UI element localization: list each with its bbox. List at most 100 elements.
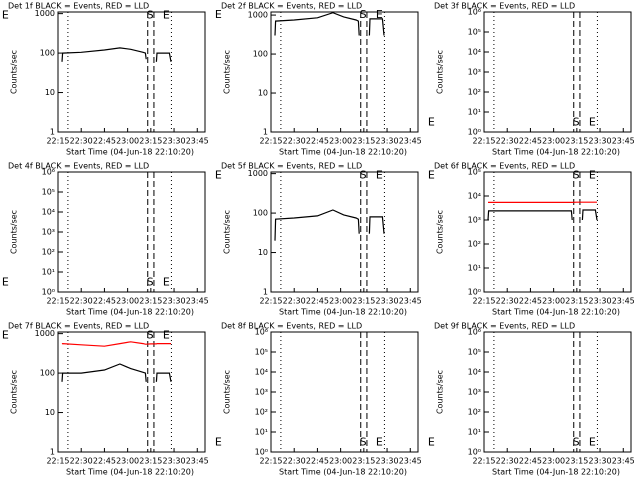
y-tick-label: 1 — [50, 128, 55, 137]
chart-title: Det 2f BLACK = Events, RED = LLD — [221, 2, 362, 11]
y-tick-label: 100 — [40, 369, 55, 378]
y-tick-label: 10¹ — [468, 264, 481, 273]
x-tick-label: 22:30 — [496, 297, 519, 306]
y-tick-label: 10⁴ — [255, 368, 268, 377]
x-tick-label: 22:45 — [519, 457, 542, 466]
y-tick-label: 10 — [45, 408, 55, 417]
annotation: S — [360, 435, 367, 448]
plot-frame — [57, 171, 206, 293]
y-tick-label: 1 — [263, 128, 268, 137]
annotation: S — [147, 328, 154, 341]
x-tick-label: 23:30 — [163, 297, 186, 306]
x-tick-label: 23:15 — [565, 297, 588, 306]
x-tick-label: 23:45 — [186, 297, 209, 306]
annotation: E — [589, 435, 596, 448]
x-tick-label: 22:15 — [46, 137, 69, 146]
x-tick-label: 23:45 — [399, 137, 422, 146]
chart-title: Det 6f BLACK = Events, RED = LLD — [434, 162, 575, 171]
series-line — [61, 363, 172, 382]
y-tick-label: 10² — [42, 248, 55, 257]
y-tick-label: 100 — [253, 209, 268, 218]
x-axis-label: Start Time (04-Jun-18 22:10:20) — [66, 308, 194, 317]
x-tick-label: 22:15 — [472, 457, 495, 466]
y-tick-label: 10¹ — [255, 428, 268, 437]
x-tick-label: 23:15 — [139, 457, 162, 466]
annotation: E — [2, 275, 9, 288]
y-tick-label: 100 — [253, 50, 268, 59]
plot-frame — [270, 11, 419, 133]
panel: Det 9f BLACK = Events, RED = LLD Start Ti… — [428, 322, 635, 477]
annotation: E — [215, 168, 222, 181]
y-tick-label: 10⁶ — [42, 168, 55, 177]
y-axis-label: Counts/sec — [436, 210, 445, 254]
x-tick-label: 23:15 — [565, 457, 588, 466]
annotation: S — [573, 435, 580, 448]
x-tick-label: 22:45 — [93, 137, 116, 146]
x-tick-label: 22:30 — [283, 137, 306, 146]
annotation: E — [163, 328, 170, 341]
y-tick-label: 1000 — [35, 9, 55, 18]
x-tick-label: 23:15 — [139, 297, 162, 306]
y-tick-label: 10⁰ — [468, 128, 481, 137]
annotation: E — [428, 169, 435, 182]
y-tick-label: 10⁶ — [468, 328, 481, 337]
chart-title: Det 1f BLACK = Events, RED = LLD — [8, 2, 149, 11]
x-tick-label: 23:00 — [542, 137, 565, 146]
x-tick-label: 23:45 — [612, 457, 635, 466]
y-tick-label: 10 — [258, 89, 268, 98]
x-tick-label: 22:45 — [93, 297, 116, 306]
x-tick-label: 23:00 — [116, 457, 139, 466]
x-tick-label: 23:30 — [589, 137, 612, 146]
annotation: E — [376, 8, 383, 21]
y-tick-label: 1 — [263, 288, 268, 297]
x-tick-label: 22:30 — [283, 457, 306, 466]
y-tick-label: 10⁰ — [255, 448, 268, 457]
y-tick-label: 10³ — [255, 388, 268, 397]
y-tick-label: 10⁵ — [468, 348, 481, 357]
x-tick-label: 23:00 — [329, 137, 352, 146]
x-tick-label: 22:15 — [472, 297, 495, 306]
x-axis-label: Start Time (04-Jun-18 22:10:20) — [492, 148, 620, 157]
x-tick-label: 22:45 — [306, 457, 329, 466]
x-tick-label: 22:30 — [70, 137, 93, 146]
panel: Det 1f BLACK = Events, RED = LLD Start Ti… — [2, 2, 209, 157]
y-tick-label: 10⁵ — [255, 348, 268, 357]
x-tick-label: 22:15 — [259, 297, 282, 306]
chart-title: Det 3f BLACK = Events, RED = LLD — [434, 2, 575, 11]
plot-frame — [483, 11, 632, 133]
panel: Det 4f BLACK = Events, RED = LLD Start Ti… — [2, 162, 209, 317]
x-tick-label: 23:45 — [186, 137, 209, 146]
x-tick-label: 23:45 — [186, 457, 209, 466]
panel: Det 8f BLACK = Events, RED = LLD Start Ti… — [215, 322, 422, 477]
x-axis-label: Start Time (04-Jun-18 22:10:20) — [279, 308, 407, 317]
plot-frame — [270, 331, 419, 453]
plot-frame — [483, 171, 632, 293]
x-tick-label: 23:30 — [376, 457, 399, 466]
annotation: E — [2, 328, 9, 341]
x-tick-label: 22:15 — [472, 137, 495, 146]
y-tick-label: 10⁵ — [468, 28, 481, 37]
panel: Det 5f BLACK = Events, RED = LLD Start Ti… — [215, 162, 422, 317]
x-tick-label: 23:30 — [589, 297, 612, 306]
x-axis-label: Start Time (04-Jun-18 22:10:20) — [279, 468, 407, 477]
y-axis-label: Counts/sec — [223, 210, 232, 254]
x-tick-label: 23:15 — [352, 137, 375, 146]
x-tick-label: 22:15 — [46, 457, 69, 466]
y-tick-label: 10² — [255, 408, 268, 417]
annotation: E — [589, 169, 596, 182]
y-axis-label: Counts/sec — [10, 210, 19, 254]
annotation: S — [360, 8, 367, 21]
chart-title: Det 4f BLACK = Events, RED = LLD — [8, 162, 149, 171]
y-tick-label: 10¹ — [42, 268, 55, 277]
annotation: S — [147, 275, 154, 288]
annotation: S — [573, 169, 580, 182]
annotation: S — [573, 115, 580, 128]
x-axis-label: Start Time (04-Jun-18 22:10:20) — [492, 468, 620, 477]
x-tick-label: 23:00 — [542, 297, 565, 306]
chart-title: Det 5f BLACK = Events, RED = LLD — [221, 162, 362, 171]
y-tick-label: 10⁰ — [468, 288, 481, 297]
y-tick-label: 10 — [258, 248, 268, 257]
x-tick-label: 23:30 — [163, 457, 186, 466]
y-tick-label: 10³ — [468, 388, 481, 397]
